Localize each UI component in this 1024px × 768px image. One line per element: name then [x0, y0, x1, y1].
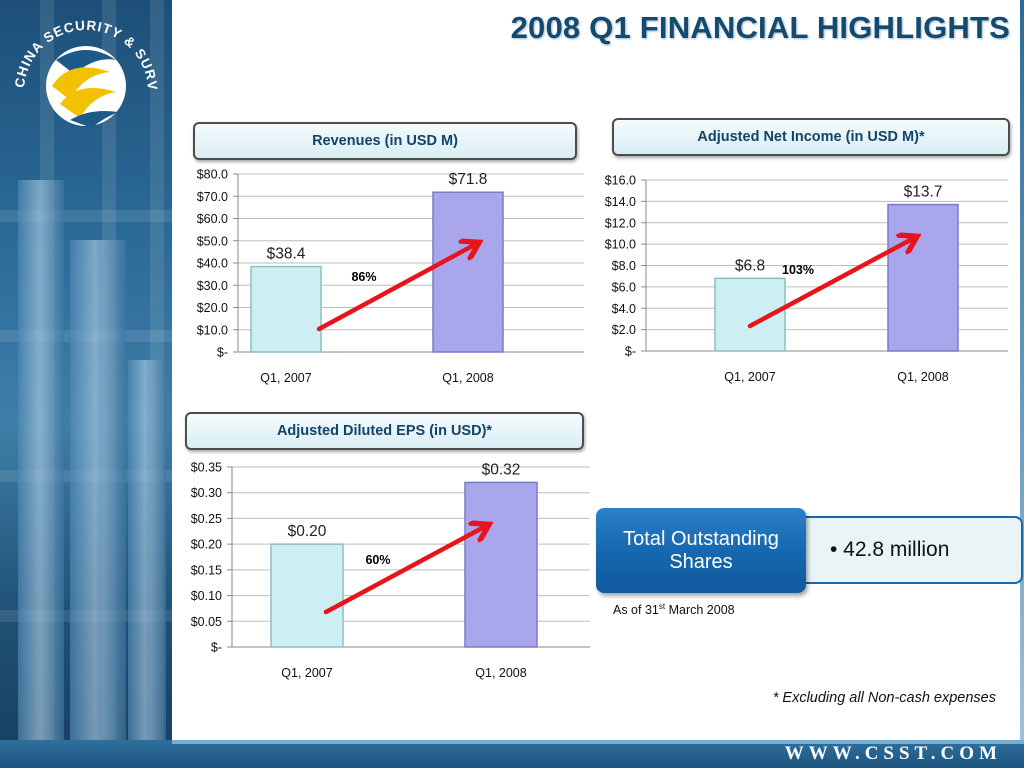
total-shares-value-box: • 42.8 million — [796, 516, 1023, 584]
y-tick-label: $50.0 — [197, 234, 228, 248]
y-tick-label: $- — [211, 641, 222, 655]
x-tick-label: Q1, 2007 — [281, 666, 332, 680]
y-tick-label: $4.0 — [612, 302, 636, 316]
y-tick-label: $0.05 — [191, 615, 222, 629]
y-tick-label: $8.0 — [612, 259, 636, 273]
x-tick-label: Q1, 2008 — [475, 666, 526, 680]
y-tick-label: $30.0 — [197, 279, 228, 293]
y-tick-label: $40.0 — [197, 257, 228, 271]
bar-q1-2008 — [464, 481, 538, 648]
bottom-bar: WWW.CSST.COM — [0, 740, 1024, 768]
growth-label: 103% — [782, 263, 814, 277]
y-tick-label: $60.0 — [197, 212, 228, 226]
bar-q1-2007 — [270, 543, 344, 648]
net-income-chart-header: Adjusted Net Income (in USD M)* — [612, 118, 1010, 156]
y-tick-label: $2.0 — [612, 323, 636, 337]
y-tick-label: $0.10 — [191, 589, 222, 603]
y-tick-label: $14.0 — [605, 195, 636, 209]
y-tick-label: $10.0 — [197, 323, 228, 337]
total-shares-label-box: Total Outstanding Shares — [596, 508, 806, 593]
website-url: WWW.CSST.COM — [784, 743, 1002, 764]
data-label: $0.32 — [482, 461, 521, 478]
y-tick-label: $- — [625, 345, 636, 359]
as-of-ordinal: st — [658, 602, 666, 611]
y-tick-label: $0.30 — [191, 486, 222, 500]
y-tick-label: $6.0 — [612, 280, 636, 294]
y-tick-label: $80.0 — [197, 168, 228, 182]
total-shares-label: Total Outstanding Shares — [623, 527, 779, 573]
total-shares-value: • 42.8 million — [830, 538, 950, 561]
growth-arrow — [323, 526, 486, 615]
growth-label: 86% — [351, 270, 376, 284]
growth-arrow — [316, 244, 476, 332]
data-label: $6.8 — [735, 257, 765, 274]
x-tick-label: Q1, 2008 — [897, 370, 948, 384]
y-tick-label: $16.0 — [605, 174, 636, 188]
y-tick-label: $70.0 — [197, 190, 228, 204]
company-logo: CHINA SECURITY & SURVEILLANCE TECHNOLOGY… — [0, 0, 159, 128]
bar-q1-2008 — [887, 203, 959, 352]
y-tick-label: $10.0 — [605, 238, 636, 252]
y-tick-label: $12.0 — [605, 216, 636, 230]
eps-chart-header: Adjusted Diluted EPS (in USD)* — [185, 412, 584, 450]
left-decorative-strip: CHINA SECURITY & SURVEILLANCE TECHNOLOGY… — [0, 0, 172, 768]
y-tick-label: $0.15 — [191, 563, 222, 577]
net-income-chart: $- $2.0 $4.0 $6.0 $8.0 $10.0 $12.0 $14.0 $16.0 $6… — [605, 174, 1008, 384]
x-tick-label: Q1, 2007 — [260, 371, 311, 385]
data-label: $71.8 — [449, 171, 488, 188]
right-decorative-strip — [1020, 0, 1024, 740]
as-of-suffix: March 2008 — [665, 603, 735, 618]
growth-arrow — [747, 238, 914, 329]
x-tick-label: Q1, 2007 — [724, 370, 775, 384]
y-tick-label: $0.20 — [191, 538, 222, 552]
revenues-chart-header: Revenues (in USD M) — [193, 122, 577, 160]
footnote: * Excluding all Non-cash expenses — [772, 690, 996, 706]
page-title: 2008 Q1 FINANCIAL HIGHLIGHTS — [510, 10, 1010, 45]
data-label: $0.20 — [288, 523, 327, 540]
eps-chart-title: Adjusted Diluted EPS (in USD)* — [276, 423, 493, 439]
revenues-chart: $- $10.0 $20.0 $30.0 $40.0 $50.0 $60.0 $70.0 $80… — [197, 168, 584, 385]
revenues-chart-title: Revenues (in USD M) — [312, 133, 458, 149]
net-income-chart-title: Adjusted Net Income (in USD M)* — [697, 129, 925, 145]
y-tick-label: $0.25 — [191, 512, 222, 526]
y-tick-label: $- — [217, 346, 228, 360]
x-tick-label: Q1, 2008 — [442, 371, 493, 385]
as-of-prefix: As of 31 — [613, 603, 659, 618]
data-label: $13.7 — [904, 184, 943, 201]
eps-chart: $- $0.05 $0.10 $0.15 $0.20 $0.25 $0.30 $0.35 $0.… — [191, 461, 590, 680]
growth-label: 60% — [365, 553, 390, 567]
as-of-date: As of 31st March 2008 — [613, 602, 735, 617]
y-tick-label: $20.0 — [197, 301, 228, 315]
y-tick-label: $0.35 — [191, 461, 222, 475]
data-label: $38.4 — [267, 246, 306, 263]
bar-q1-2007 — [250, 265, 322, 353]
bar-q1-2008 — [432, 191, 504, 353]
